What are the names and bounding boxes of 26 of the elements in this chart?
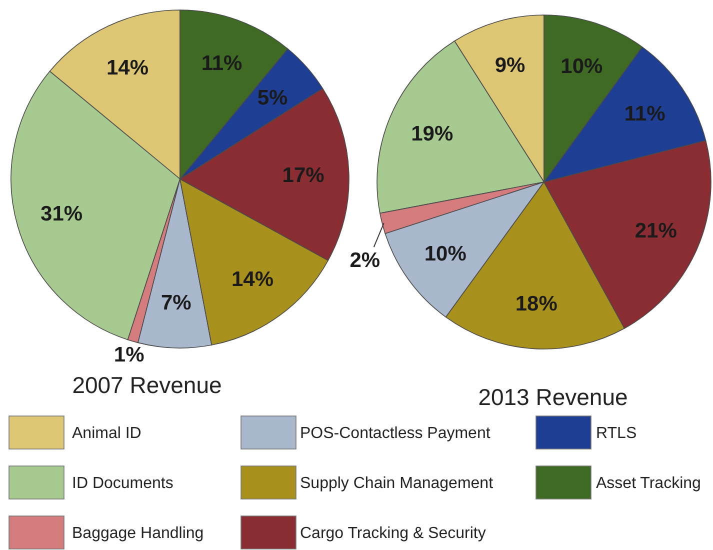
data-label: 1% bbox=[114, 342, 145, 366]
data-label: 7% bbox=[160, 290, 192, 314]
data-label: 11% bbox=[624, 102, 666, 125]
data-label: 2% bbox=[350, 248, 380, 272]
legend-label: Cargo Tracking & Security bbox=[300, 524, 486, 542]
legend-label: Asset Tracking bbox=[596, 474, 701, 492]
legend-label: ID Documents bbox=[72, 474, 174, 492]
data-label: 17% bbox=[282, 164, 325, 187]
data-label: 5% bbox=[257, 86, 288, 109]
data-label: 10% bbox=[560, 54, 604, 78]
data-label: 9% bbox=[494, 53, 526, 76]
slice-label: 2007 Revenue bbox=[72, 372, 222, 398]
legend-label: RTLS bbox=[596, 424, 637, 442]
legend-label: Animal ID bbox=[72, 424, 142, 442]
data-label: 19% bbox=[411, 122, 454, 146]
legend-label: POS-Contactless Payment bbox=[300, 424, 491, 442]
data-label: 21% bbox=[634, 218, 678, 242]
data-label: 14% bbox=[106, 56, 149, 79]
data-label: 10% bbox=[424, 242, 467, 266]
data-label: 18% bbox=[515, 292, 558, 316]
data-label: 14% bbox=[232, 267, 274, 290]
legend-label: Baggage Handling bbox=[72, 524, 204, 542]
data-label: 31% bbox=[40, 202, 83, 225]
data-label: 11% bbox=[201, 51, 243, 74]
legend-label: Supply Chain Management bbox=[300, 474, 494, 492]
slice-label: 2013 Revenue bbox=[478, 384, 628, 410]
